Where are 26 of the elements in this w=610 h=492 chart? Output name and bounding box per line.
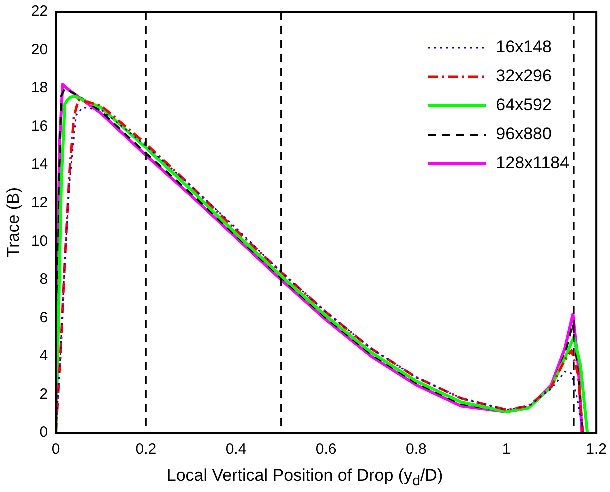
y-axis-title: Trace (B) <box>4 187 23 258</box>
x-tick-label: 0.4 <box>226 441 247 458</box>
legend-label: 96x880 <box>496 124 552 144</box>
y-tick-label: 4 <box>40 348 48 365</box>
x-axis-title: Local Vertical Position of Drop (y$_{d}$/D) <box>166 466 444 490</box>
y-tick-label: 8 <box>40 271 48 288</box>
y-tick-label: 2 <box>40 386 48 403</box>
y-tick-label: 14 <box>31 156 48 174</box>
y-tick-label: 18 <box>31 80 48 97</box>
x-tick-label: 1.2 <box>586 441 608 458</box>
x-tick-label: 0.6 <box>316 441 337 458</box>
legend-label: 16x148 <box>496 38 552 57</box>
y-tick-label: 10 <box>31 232 48 250</box>
y-tick-label: 20 <box>31 41 48 58</box>
y-tick-label: 0 <box>40 424 48 442</box>
x-tick-label: 0 <box>52 441 60 458</box>
y-tick-label: 12 <box>31 194 48 212</box>
x-tick-label: 0.8 <box>406 441 427 458</box>
legend-label: 64x592 <box>496 96 552 115</box>
x-tick-label: 0.2 <box>136 441 157 458</box>
legend-label: 32x296 <box>496 66 552 86</box>
y-tick-label: 22 <box>31 3 48 20</box>
legend-label: 128x1184 <box>496 154 570 173</box>
y-tick-label: 16 <box>31 118 48 135</box>
x-tick-label: 1 <box>502 441 511 458</box>
y-tick-label: 6 <box>40 309 48 326</box>
